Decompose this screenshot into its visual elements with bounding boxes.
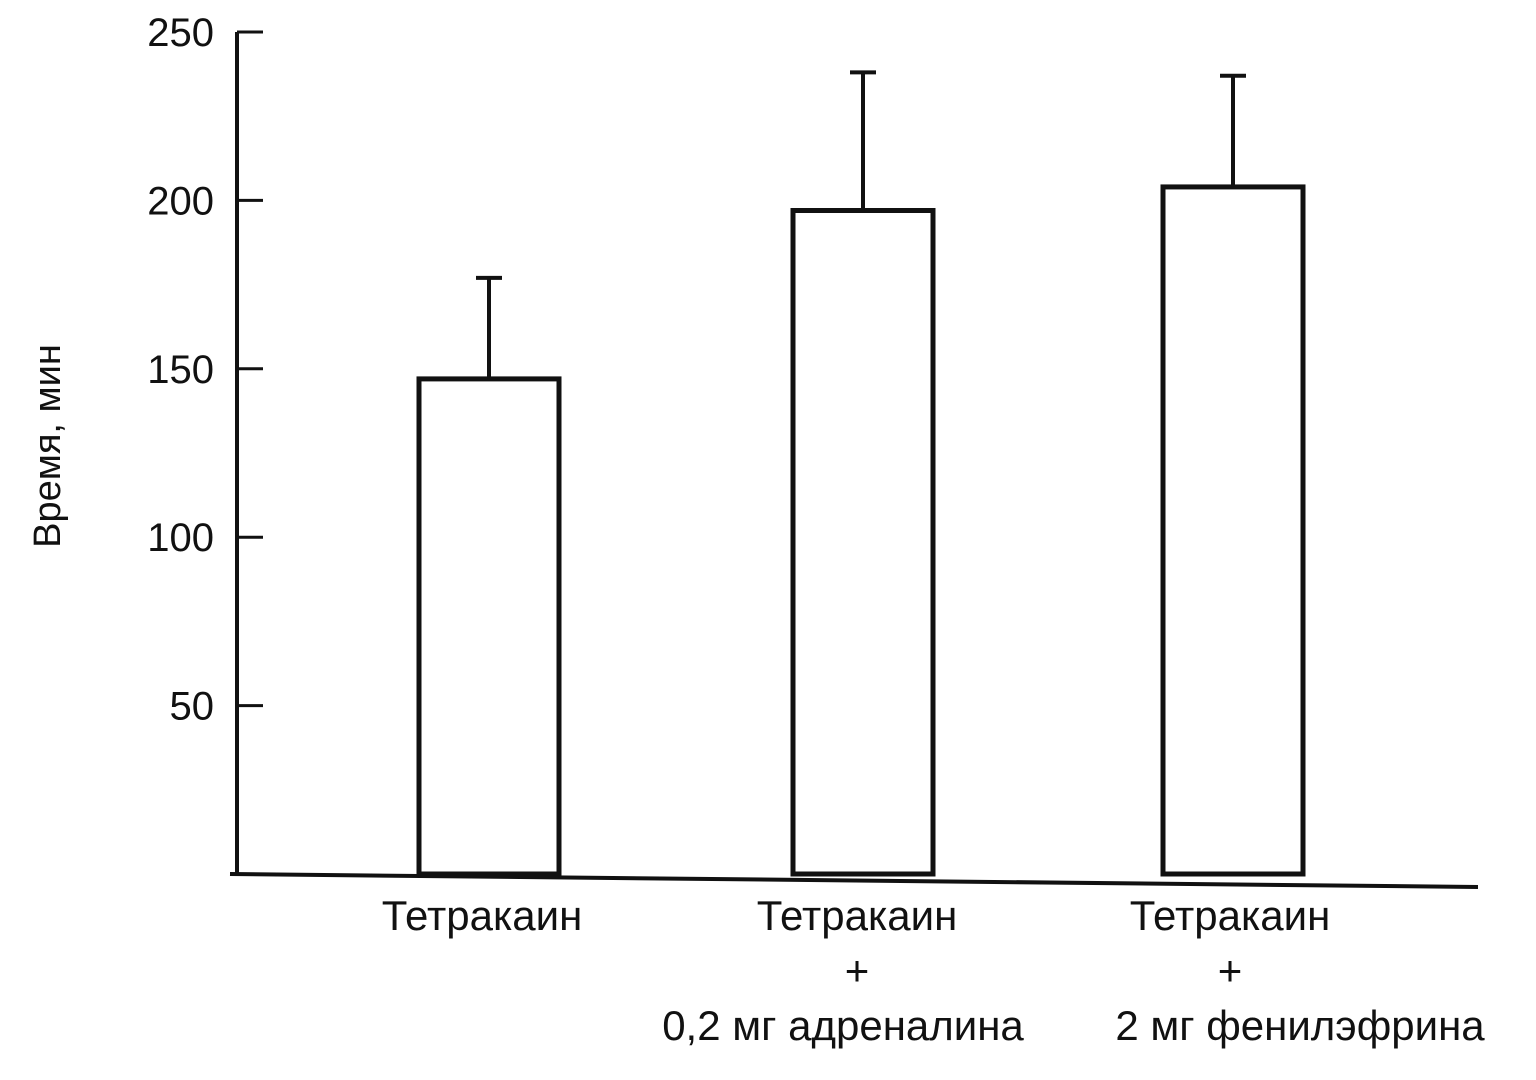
category-label: 2 мг фенилэфрина: [1115, 1002, 1485, 1049]
bar: [1160, 184, 1306, 877]
y-tick-label: 200: [147, 179, 214, 223]
category-label: Тетракаин: [382, 892, 583, 939]
y-tick-label: 100: [147, 516, 214, 560]
y-tick-label: 50: [170, 685, 215, 729]
category-label: +: [1218, 947, 1243, 994]
error-bars: [476, 70, 1246, 379]
category-labels: Тетракаин Тетракаин +0,2 мг адреналина Тетр…: [382, 892, 1486, 1049]
bar: [416, 376, 562, 877]
bar: [790, 208, 936, 877]
category-label: Тетракаин: [1130, 892, 1331, 939]
y-axis-title: Время, мин: [27, 344, 69, 548]
category-label: Тетракаин: [757, 892, 958, 939]
y-tick-label: 150: [147, 348, 214, 392]
category-label: 0,2 мг адреналина: [662, 1002, 1024, 1049]
bars: [416, 184, 1306, 877]
y-tick-label: 250: [147, 11, 214, 55]
category-label: +: [845, 947, 870, 994]
y-ticks: 50 100 150 200 250: [147, 11, 263, 729]
